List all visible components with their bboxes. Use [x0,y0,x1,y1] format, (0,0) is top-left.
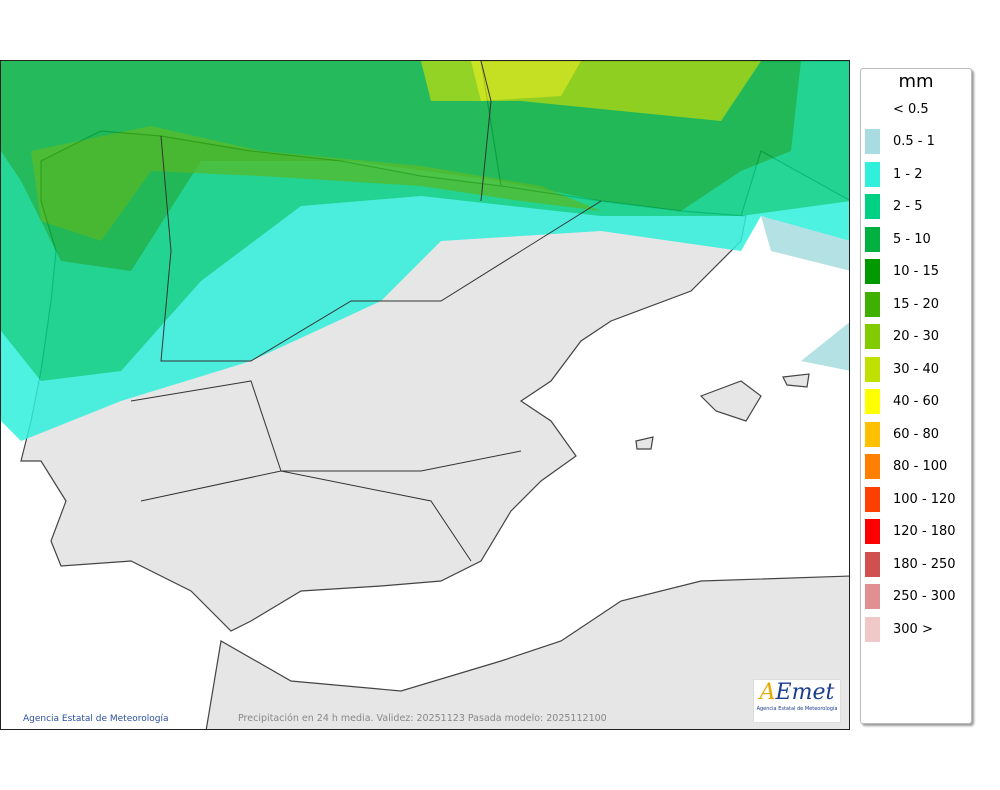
legend-item: 100 - 120 [865,486,956,512]
legend-label: 10 - 15 [893,264,940,279]
region-borders [130,61,602,562]
legend-swatch [865,421,880,447]
legend-swatch [865,291,880,317]
menorca [782,373,810,388]
legend-swatch [865,584,880,609]
legend-label: 5 - 10 [893,231,931,247]
legend-item: 10 - 15 [865,259,940,284]
legend-item: 1 - 2 [865,161,923,187]
legend-item: 5 - 10 [865,226,931,252]
ibiza [635,436,654,450]
legend-swatch [865,454,880,479]
legend-label: 250 - 300 [893,589,956,604]
legend-item: 40 - 60 [865,389,940,414]
legend-item: 60 - 80 [865,421,940,447]
legend-item: 2 - 5 [865,194,923,219]
legend-label: 30 - 40 [893,361,940,377]
mallorca [699,380,762,422]
precipitation-map[interactable]: Agencia Estatal de Meteorología Precipit… [0,60,850,730]
legend-item: 250 - 300 [865,584,956,609]
copyright-credit: Agencia Estatal de Meteorología [23,714,169,724]
legend-label: 80 - 100 [893,459,948,474]
africa [205,575,849,729]
legend-item: < 0.5 [865,97,929,121]
legend-swatch [865,161,880,187]
legend-item: 120 - 180 [865,519,956,544]
legend-label: 60 - 80 [893,426,940,442]
legend-swatch [865,551,880,577]
legend-item: 30 - 40 [865,356,940,382]
legend-label: 100 - 120 [893,491,956,507]
map-caption: Precipitación en 24 h media. Validez: 20… [238,713,607,724]
legend-label: 0.5 - 1 [893,134,935,149]
legend-item: 0.5 - 1 [865,129,935,154]
legend-swatch [865,259,880,284]
legend-swatch [865,194,880,219]
legend-swatch [865,356,880,382]
legend-item: 180 - 250 [865,551,956,577]
legend: mm < 0.5 0.5 - 1 1 - 2 2 - 5 5 - 10 10 - 15 15… [860,68,972,724]
legend-label: 120 - 180 [893,524,956,539]
legend-item: 80 - 100 [865,454,948,479]
legend-label: 20 - 30 [893,329,940,344]
legend-swatch [865,226,880,252]
legend-item: 15 - 20 [865,291,940,317]
legend-item: 300 > [865,616,933,642]
legend-label: 40 - 60 [893,394,940,409]
legend-item: 20 - 30 [865,324,940,349]
legend-swatch [865,616,880,642]
legend-swatch [865,129,880,154]
legend-label: 1 - 2 [893,166,923,182]
map-canvas [1,61,849,729]
legend-label: 15 - 20 [893,296,940,312]
legend-label: 300 > [893,621,933,637]
legend-swatch [865,389,880,414]
legend-swatch [865,324,880,349]
legend-swatch [865,97,880,122]
precipitation-overlay [1,61,849,441]
aemet-logo: AEmet Agencia Estatal de Meteorología [753,679,841,723]
legend-swatch [865,519,880,544]
legend-label: 180 - 250 [893,556,956,572]
legend-label: 2 - 5 [893,199,923,214]
legend-swatch [865,486,880,512]
legend-label: < 0.5 [893,101,929,117]
legend-title: mm [898,71,934,92]
